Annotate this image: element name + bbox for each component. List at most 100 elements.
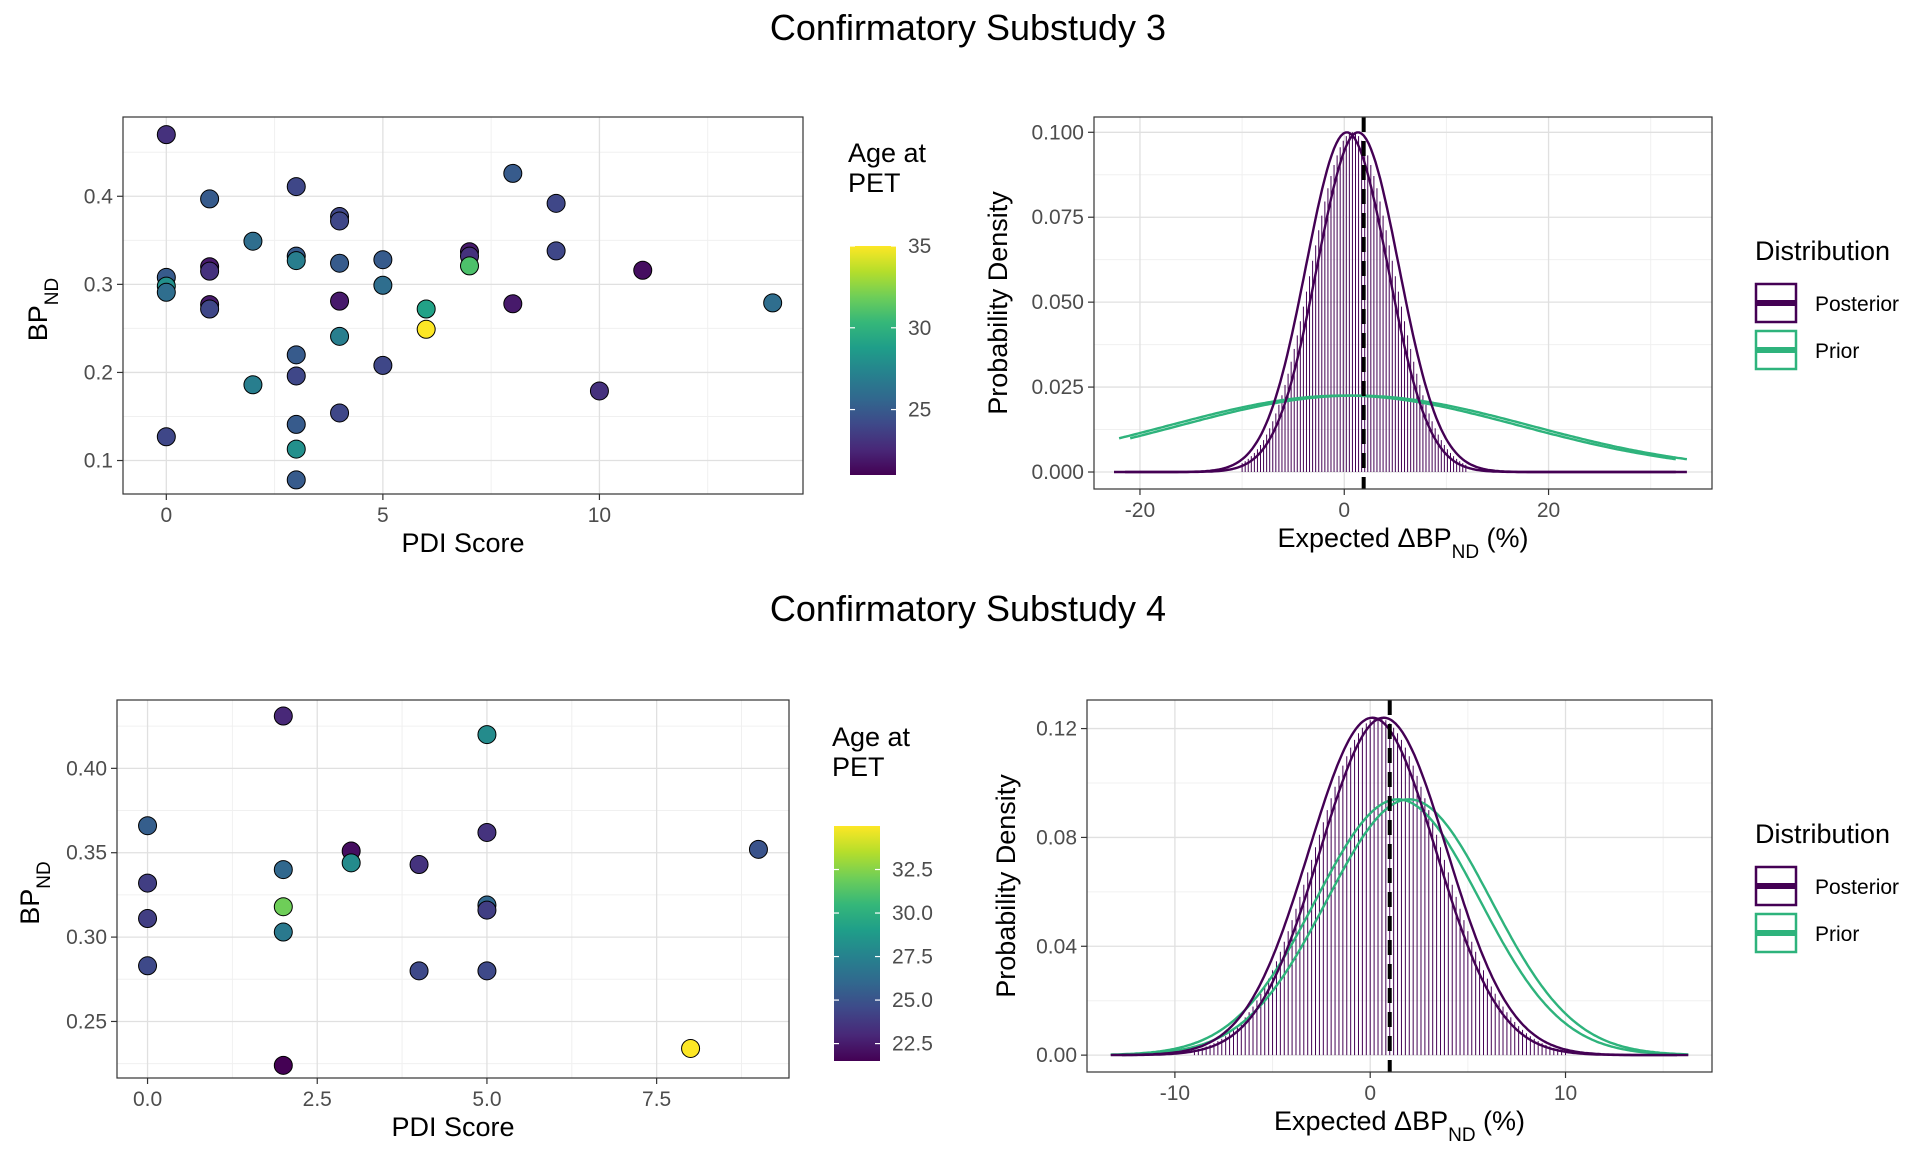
s3-scatter-colorbar-title-line2: PET	[848, 168, 901, 198]
s3-scatter-x-tick-label: 10	[588, 504, 611, 527]
s4-scatter-point	[409, 855, 429, 875]
s4-scatter-point	[341, 853, 361, 873]
s3-scatter-point	[373, 250, 393, 270]
s3-scatter-point	[156, 125, 176, 145]
s3-scatter-point	[459, 256, 479, 276]
s3-density-x-tick-label: 20	[1537, 499, 1560, 522]
s3-scatter-point	[200, 189, 220, 209]
s4-scatter-point	[273, 1055, 293, 1075]
s3-density-y-tick-label: 0.025	[1031, 376, 1084, 399]
s4-scatter-x-tick-label: 5.0	[472, 1088, 501, 1111]
s4-scatter-colorbar-tick-label: 30.0	[892, 902, 933, 925]
s3-density-prior-line-b	[1129, 394, 1688, 461]
s4-density-x-axis-title: Expected ΔBPND (%)	[1274, 1106, 1525, 1146]
s3-scatter-point	[286, 414, 306, 434]
s3-scatter-colorbar-title-line1: Age at	[848, 138, 927, 168]
s4-density-y-tick-label: 0.12	[1036, 718, 1077, 741]
s4-scatter-point	[748, 839, 768, 859]
s4-density-x-tick-label: 10	[1554, 1082, 1577, 1105]
s3-scatter-y-axis-title: BPND	[23, 278, 63, 341]
s3-density-legend-label-prior: Prior	[1815, 340, 1859, 363]
s3-scatter-point	[330, 326, 350, 346]
s3-density-legend-label-posterior: Posterior	[1815, 293, 1899, 316]
s4-scatter-point	[477, 900, 497, 920]
s4-density-legend-label-posterior: Posterior	[1815, 876, 1899, 899]
s4-scatter-y-tick-label: 0.35	[66, 842, 107, 865]
s4-density-legend-title: Distribution	[1755, 819, 1890, 849]
s3-density-prior-line-a	[1118, 394, 1676, 461]
s4-density-y-tick-label: 0.08	[1036, 826, 1077, 849]
s4-scatter-y-tick-label: 0.30	[66, 926, 107, 949]
substudy-4-density-plot: -10 0 10 0.00 0.04 0.08 0.12 Expected ΔBPND (%)…	[991, 699, 1899, 1146]
s3-density-posterior-line-b	[1125, 131, 1687, 474]
s3-scatter-point	[416, 299, 436, 319]
s4-density-panel-border	[1086, 699, 1713, 1073]
s4-scatter-x-tick-label: 0.0	[133, 1088, 162, 1111]
s3-scatter-point	[373, 275, 393, 295]
s4-scatter-point	[273, 922, 293, 942]
s3-scatter-point	[330, 291, 350, 311]
s3-scatter-y-tick-label: 0.1	[84, 450, 113, 473]
s3-scatter-point	[286, 177, 306, 197]
s4-scatter-colorbar-title-line1: Age at	[832, 722, 911, 752]
s3-scatter-point	[243, 375, 263, 395]
s4-scatter-colorbar-title-line2: PET	[832, 752, 885, 782]
s3-scatter-point	[286, 470, 306, 490]
s3-scatter-x-tick-label: 5	[377, 504, 389, 527]
s4-scatter-point	[477, 961, 497, 981]
s4-scatter-point	[681, 1038, 701, 1058]
s3-scatter-colorbar-tick-label: 25	[908, 399, 931, 422]
s4-density-x-tick-label: -10	[1160, 1082, 1190, 1105]
s4-density-posterior-line-b	[1121, 716, 1689, 1057]
s3-density-y-tick-label: 0.050	[1031, 291, 1084, 314]
s3-density-y-tick-label: 0.075	[1031, 206, 1084, 229]
s3-scatter-point	[286, 366, 306, 386]
s3-scatter-point	[156, 282, 176, 302]
s4-density-y-tick-label: 0.04	[1036, 935, 1077, 958]
s3-density-legend-title: Distribution	[1755, 236, 1890, 266]
s3-scatter-point	[546, 193, 566, 213]
s4-scatter-point	[138, 909, 158, 929]
s3-scatter-colorbar-tick-label: 35	[908, 235, 931, 258]
s4-density-y-tick-label: 0.00	[1036, 1044, 1077, 1067]
s3-scatter-y-tick-label: 0.4	[84, 185, 114, 208]
s3-density-x-axis-title: Expected ΔBPND (%)	[1277, 523, 1528, 563]
s3-scatter-point	[156, 427, 176, 447]
s4-scatter-y-axis-title: BPND	[15, 861, 55, 924]
s3-scatter-point	[330, 211, 350, 231]
s3-scatter-panel-border	[122, 116, 804, 495]
s4-scatter-y-tick-label: 0.40	[66, 757, 107, 780]
s3-scatter-y-tick-label: 0.3	[84, 273, 113, 296]
s3-scatter-y-tick-label: 0.2	[84, 361, 113, 384]
s3-scatter-point	[546, 241, 566, 261]
s4-scatter-point	[273, 897, 293, 917]
s4-density-prior-line-a	[1110, 798, 1678, 1056]
substudy-4-title: Confirmatory Substudy 4	[770, 588, 1166, 629]
s3-scatter-point	[373, 355, 393, 375]
s4-scatter-x-tick-label: 7.5	[642, 1088, 671, 1111]
s4-scatter-point	[273, 706, 293, 726]
s3-scatter-point	[200, 261, 220, 281]
s3-density-x-tick-label: 0	[1338, 499, 1350, 522]
s4-scatter-x-tick-label: 2.5	[303, 1088, 332, 1111]
s4-scatter-y-tick-label: 0.25	[66, 1010, 107, 1033]
substudy-4-scatter-plot: 0.0 2.5 5.0 7.5 0.25 0.30 0.35 0.40 PDI Score BPN…	[15, 699, 933, 1142]
s4-scatter-point	[138, 873, 158, 893]
s3-scatter-colorbar	[850, 246, 896, 475]
s3-density-y-tick-label: 0.100	[1031, 121, 1084, 144]
s3-scatter-x-axis-title: PDI Score	[401, 528, 524, 558]
s3-density-x-tick-label: -20	[1125, 499, 1155, 522]
s3-density-y-axis-title: Probability Density	[983, 191, 1013, 415]
s4-density-y-axis-title: Probability Density	[991, 774, 1021, 998]
s4-scatter-point	[138, 816, 158, 836]
s3-scatter-point	[763, 293, 783, 313]
s4-density-legend-label-prior: Prior	[1815, 923, 1859, 946]
s4-scatter-colorbar-tick-label: 25.0	[892, 989, 933, 1012]
s3-scatter-point	[286, 439, 306, 459]
substudy-3-title: Confirmatory Substudy 3	[770, 7, 1166, 48]
s3-scatter-point	[416, 319, 436, 339]
s4-scatter-point	[477, 725, 497, 745]
s4-scatter-point	[477, 822, 497, 842]
